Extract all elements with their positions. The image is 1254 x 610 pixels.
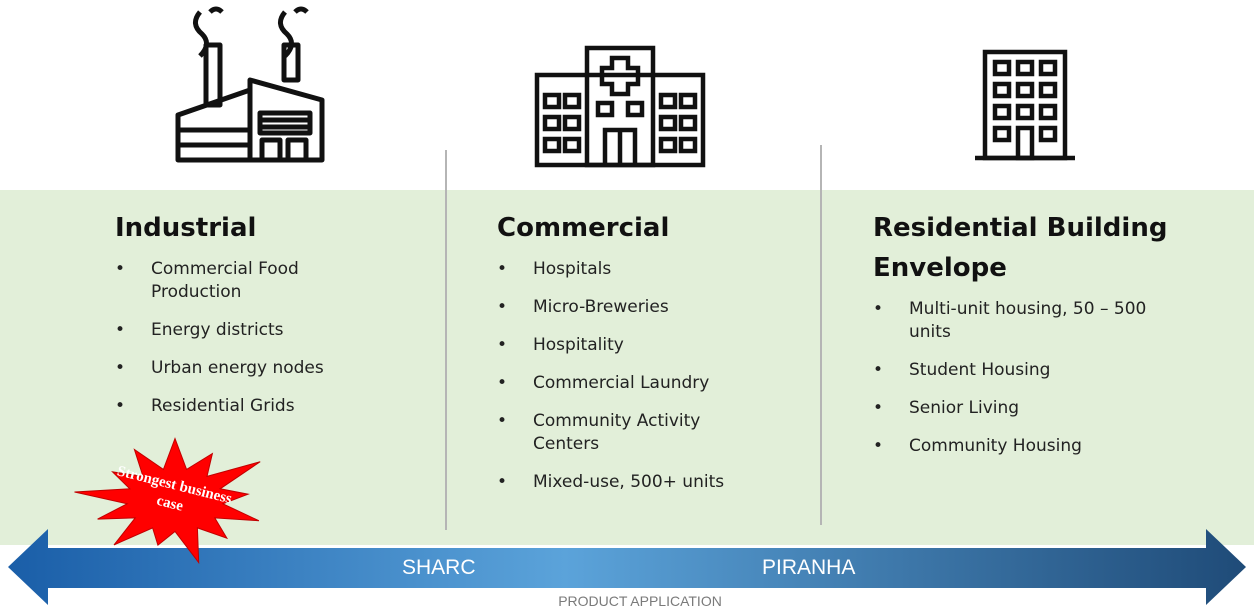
bullet-item: Community Activity Centers — [497, 410, 733, 456]
column: Residential Building Envelope Multi-unit … — [873, 208, 1203, 473]
bullet-item: Energy districts — [115, 319, 341, 342]
arrow-label: PIRANHA — [762, 556, 856, 579]
bullet-item: Commercial Laundry — [497, 372, 733, 395]
bullet-item: Residential Grids — [115, 395, 341, 418]
hospital-icon — [534, 45, 706, 168]
bullet-list: Multi-unit housing, 50 – 500 units Studen… — [873, 298, 1203, 458]
bullet-item: Multi-unit housing, 50 – 500 units — [873, 298, 1189, 344]
factory-icon — [175, 6, 325, 163]
bullet-item: Micro-Breweries — [497, 296, 733, 319]
arrow — [8, 529, 1246, 605]
bullet-item: Commercial Food Production — [115, 258, 341, 304]
divider — [820, 145, 822, 525]
column: Industrial Commercial Food Production Ener… — [115, 208, 355, 433]
caption: PRODUCT APPLICATION — [558, 593, 722, 609]
column: CommercialHospitalsMicro-BreweriesHospit… — [497, 208, 757, 509]
column-title: Commercial — [497, 213, 670, 243]
bullet-item: Community Housing — [873, 435, 1189, 458]
bullet-item: Urban energy nodes — [115, 357, 341, 380]
bullet-item: Hospitality — [497, 334, 733, 357]
divider — [445, 150, 447, 530]
arrow-label: SHARC — [402, 556, 476, 579]
starburst — [74, 437, 261, 565]
bullet-item: Hospitals — [497, 258, 733, 281]
column-title: Industrial — [115, 213, 257, 243]
bullet-item: Senior Living — [873, 397, 1189, 420]
column-title: Residential Building Envelope — [873, 213, 1168, 283]
bullet-list: Commercial Food Production Energy distric… — [115, 258, 355, 418]
bullet-item: Mixed-use, 500+ units — [497, 471, 733, 494]
bullet-list: Hospitals Micro-Breweries Hospitality Comme… — [497, 258, 757, 494]
apartment-icon — [975, 49, 1075, 161]
bullet-item: Student Housing — [873, 359, 1189, 382]
